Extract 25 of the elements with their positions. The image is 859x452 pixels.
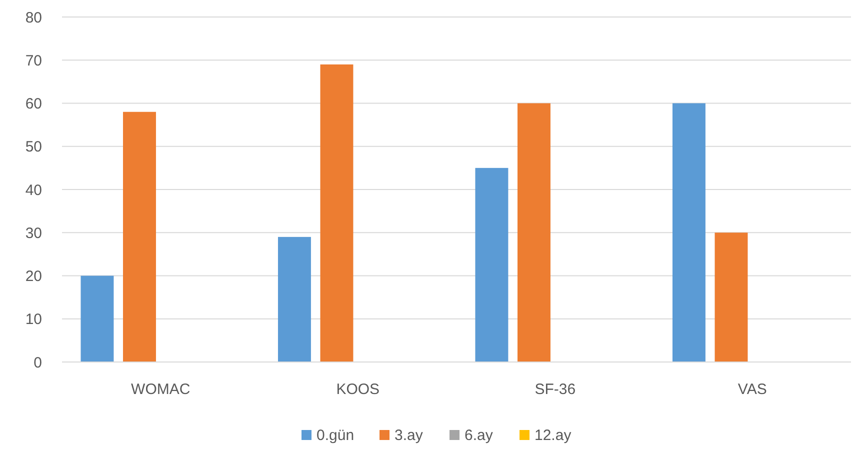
bar xyxy=(518,103,550,362)
legend-label: 6.ay xyxy=(464,427,494,444)
y-tick-label: 70 xyxy=(25,52,42,70)
x-tick-label: VAS xyxy=(738,381,767,398)
legend-label: 12.ay xyxy=(534,427,572,444)
y-tick-label: 10 xyxy=(25,311,42,328)
y-tick-label: 60 xyxy=(25,96,42,112)
bar xyxy=(714,232,748,362)
y-tick-label: 50 xyxy=(25,138,42,156)
legend-label: 3.ay xyxy=(394,427,424,444)
x-tick-label: KOOS xyxy=(336,381,380,398)
y-tick-label: 80 xyxy=(25,9,42,26)
bar xyxy=(320,64,354,362)
bar xyxy=(278,236,311,362)
y-tick-label: 20 xyxy=(25,268,42,285)
bar xyxy=(80,276,114,362)
bar xyxy=(475,168,508,362)
x-tick-label: WOMAC xyxy=(131,381,190,398)
bar xyxy=(123,112,156,362)
y-tick-label: 40 xyxy=(25,182,42,199)
legend-label: 0.gün xyxy=(316,427,354,444)
x-tick-label: SF-36 xyxy=(534,381,576,398)
y-tick-label: 0 xyxy=(34,354,42,372)
bar xyxy=(672,103,706,362)
y-tick-label: 30 xyxy=(25,224,42,242)
